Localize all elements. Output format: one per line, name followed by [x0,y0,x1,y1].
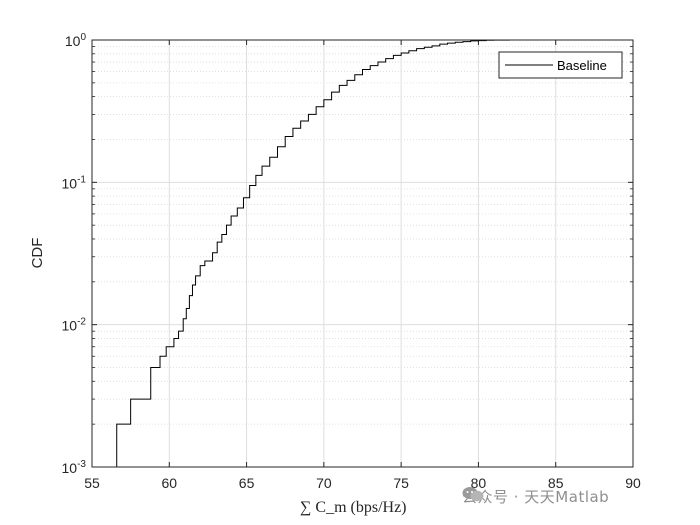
x-tick-label: 80 [471,475,487,491]
x-tick-labels: 55 60 65 70 75 80 85 90 [84,475,641,491]
plot-frame [91,39,634,468]
x-tick-label: 55 [84,475,100,491]
y-tick-labels: 10-3 10-2 10-1 100 [62,32,87,476]
y-axis-label: CDF [29,238,46,269]
x-tick-label: 70 [316,475,332,491]
y-tick-label: 10-1 [62,174,87,191]
series-line-baseline [116,39,520,467]
x-axis-label-text: ∑ C_m (bps/Hz) [300,499,407,516]
watermark: 公众号 · 天天Matlab [462,486,609,507]
x-tick-label: 90 [625,475,641,491]
plot-area [92,40,633,467]
x-axis-label: ∑ C_m (bps/Hz) [300,499,407,516]
y-tick-label: 100 [65,32,87,49]
y-tick-label: 10-2 [62,317,87,334]
watermark-text: 公众号 · 天天Matlab [462,488,610,506]
x-tick-label: 65 [239,475,255,491]
x-tick-label: 85 [548,475,564,491]
x-tick-label: 60 [161,475,177,491]
legend-label-baseline: Baseline [557,58,607,73]
y-tick-label: 10-3 [62,459,87,476]
legend: Baseline [498,51,623,79]
x-tick-label: 75 [393,475,409,491]
series-layer [116,39,520,467]
wechat-icon [462,487,484,502]
